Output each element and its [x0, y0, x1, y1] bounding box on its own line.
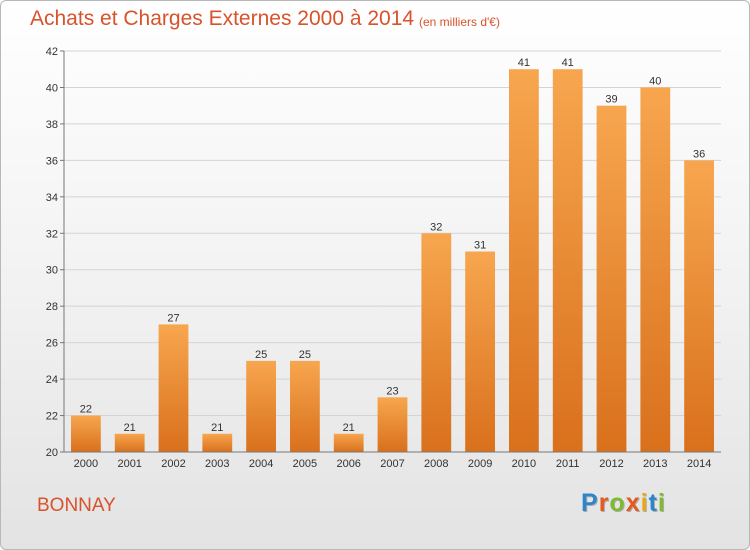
bar-value-label: 36	[693, 148, 705, 160]
x-axis: 2000 2001 2002 2003 2004 2005 2006 2007 2008 2009…	[64, 451, 721, 470]
x-tick-label: 2008	[424, 458, 448, 470]
bar	[290, 360, 320, 452]
x-tick-label: 2010	[512, 458, 536, 470]
y-tick-label: 24	[46, 374, 58, 386]
chart-title: Achats et Charges Externes 2000 à 2014	[30, 7, 415, 30]
x-tick-label: 2002	[161, 458, 185, 470]
bar	[71, 415, 101, 452]
bar-value-label: 25	[299, 349, 311, 361]
bar	[333, 433, 364, 452]
bar	[552, 69, 583, 453]
y-tick-label: 26	[46, 338, 58, 350]
bar	[421, 233, 452, 452]
bar-value-label: 41	[518, 57, 530, 69]
x-tick-label: 2011	[556, 458, 580, 470]
y-tick-label: 20	[46, 447, 58, 459]
bar-value-label: 41	[562, 57, 574, 69]
bar-value-label: 32	[430, 221, 442, 233]
y-tick-label: 28	[46, 301, 58, 313]
bar	[114, 433, 145, 452]
y-axis: 20 22 24 26 28 30 32 34 36 38 40 42	[46, 46, 65, 459]
bar-value-label: 27	[167, 312, 179, 324]
bar-value-label: 39	[605, 94, 617, 106]
x-tick-label: 2009	[468, 458, 492, 470]
y-tick-label: 30	[46, 265, 58, 277]
bar	[684, 160, 714, 452]
bar-value-label: 22	[80, 404, 92, 416]
y-tick-label: 36	[46, 155, 58, 167]
x-tick-label: 2012	[599, 458, 623, 470]
bar	[377, 397, 408, 452]
y-tick-label: 32	[46, 228, 58, 240]
x-tick-label: 2005	[293, 458, 317, 470]
bar-value-label: 21	[343, 422, 355, 434]
proxiti-logo: Proxiti	[581, 489, 666, 517]
bar	[202, 433, 233, 452]
bar-value-label: 40	[649, 75, 661, 87]
bar	[246, 360, 276, 452]
bar	[596, 105, 627, 452]
y-tick-label: 22	[46, 411, 58, 423]
bar-value-label: 21	[211, 422, 223, 434]
chart-subtitle: (en milliers d'€)	[419, 15, 500, 29]
y-tick-label: 40	[46, 82, 58, 94]
x-tick-label: 2007	[380, 458, 404, 470]
bars: 22 21 27 21 25 25 21 23 32 31 41 41 39 40 36	[71, 57, 714, 453]
x-tick-label: 2013	[643, 458, 667, 470]
bar-value-label: 25	[255, 349, 267, 361]
bar-value-label: 31	[474, 240, 486, 252]
bar	[465, 251, 495, 452]
x-tick-label: 2000	[74, 458, 98, 470]
bar	[640, 87, 671, 453]
x-tick-label: 2004	[249, 458, 273, 470]
x-tick-label: 2006	[336, 458, 360, 470]
x-tick-label: 2003	[205, 458, 229, 470]
bar-value-label: 23	[386, 385, 398, 397]
y-tick-label: 34	[46, 192, 58, 204]
commune-name: BONNAY	[37, 495, 116, 516]
x-tick-label: 2014	[687, 458, 711, 470]
y-tick-label: 42	[46, 46, 58, 58]
x-tick-label: 2001	[117, 458, 141, 470]
bar	[509, 69, 539, 453]
bar	[158, 324, 189, 452]
bar-value-label: 21	[124, 422, 136, 434]
y-tick-label: 38	[46, 119, 58, 131]
